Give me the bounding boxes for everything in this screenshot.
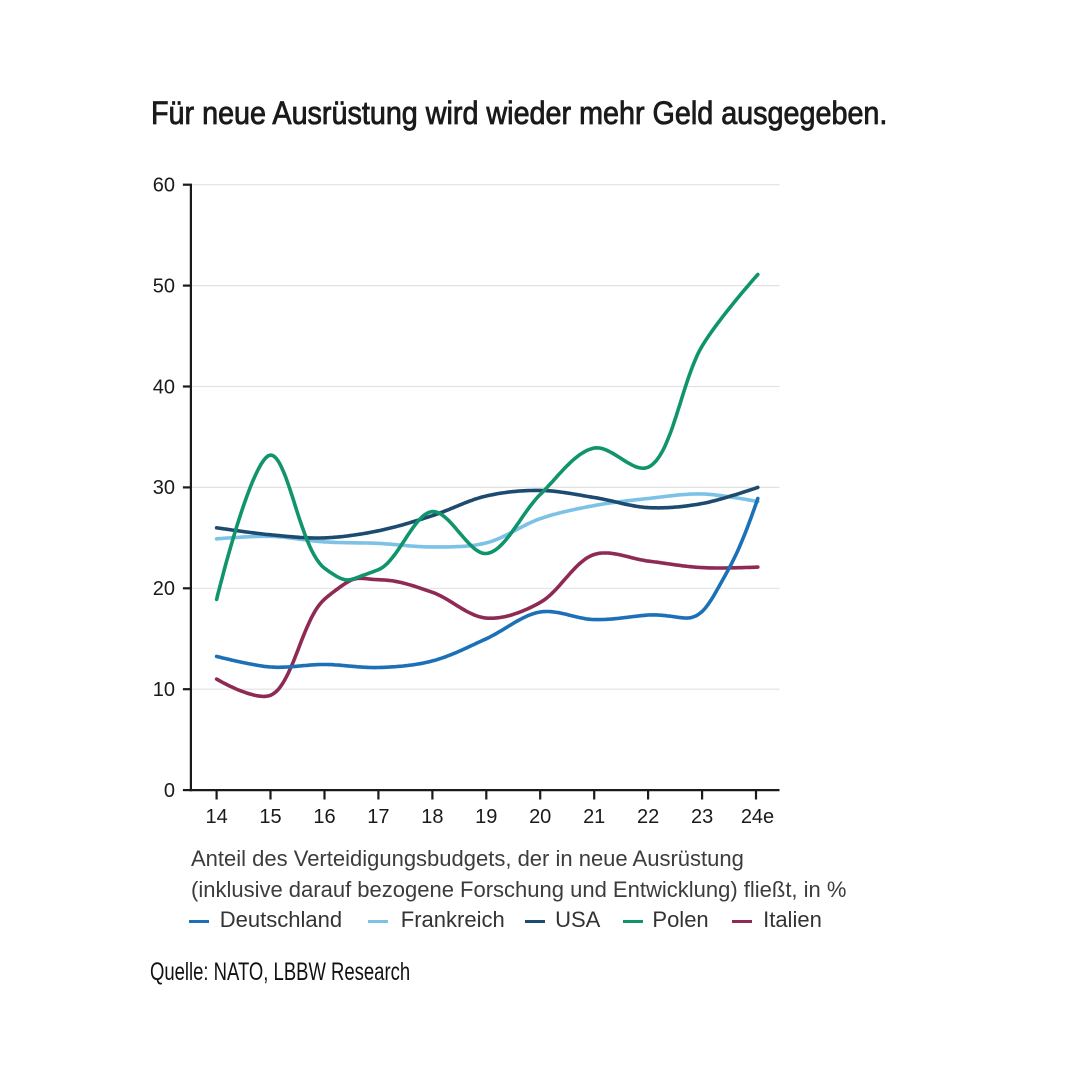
svg-text:60: 60 — [153, 175, 175, 197]
svg-text:40: 40 — [153, 376, 175, 398]
svg-text:19: 19 — [475, 806, 497, 828]
svg-text:24e: 24e — [741, 806, 774, 828]
svg-text:20: 20 — [153, 578, 175, 600]
svg-text:21: 21 — [583, 806, 605, 828]
svg-text:50: 50 — [153, 275, 175, 297]
svg-text:16: 16 — [313, 806, 335, 828]
svg-text:20: 20 — [529, 806, 551, 828]
svg-text:30: 30 — [153, 477, 175, 499]
svg-text:15: 15 — [259, 806, 281, 828]
svg-text:17: 17 — [367, 806, 389, 828]
svg-text:22: 22 — [637, 806, 659, 828]
svg-text:0: 0 — [164, 780, 175, 802]
svg-text:14: 14 — [205, 806, 227, 828]
svg-text:23: 23 — [691, 806, 713, 828]
svg-text:18: 18 — [421, 806, 443, 828]
svg-text:10: 10 — [153, 679, 175, 701]
